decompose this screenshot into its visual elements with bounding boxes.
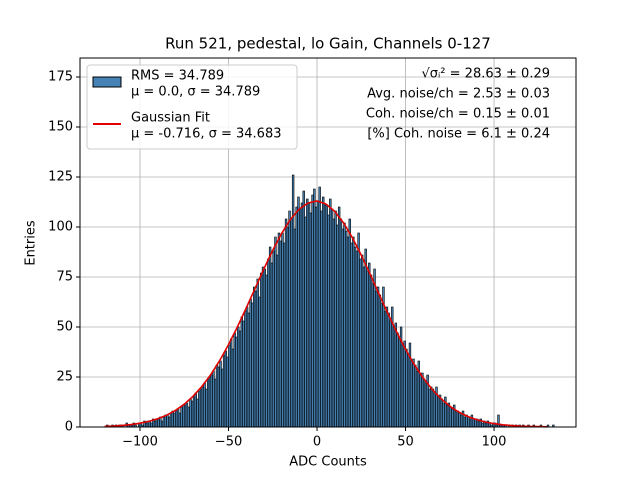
annotation: Coh. noise/ch = 0.15 ± 0.01 (366, 107, 550, 122)
legend-swatch (92, 76, 122, 88)
legend-box (86, 64, 298, 150)
chart-title: Run 521, pedestal, lo Gain, Channels 0-1… (165, 35, 491, 53)
x-tick-label: 100 (482, 435, 507, 450)
y-tick-label: 50 (56, 320, 73, 335)
annotation: [%] Coh. noise = 6.1 ± 0.24 (367, 127, 550, 142)
y-tick-label: 75 (56, 270, 73, 285)
x-axis-label: ADC Counts (289, 455, 367, 470)
legend-label: RMS = 34.789 (131, 69, 224, 84)
fit-line (104, 200, 548, 428)
x-tick-label: −100 (122, 435, 158, 450)
plot-frame (79, 57, 577, 428)
legend-label: Gaussian Fit (131, 111, 210, 126)
x-tick-label: −50 (215, 435, 242, 450)
y-tick-label: 100 (48, 220, 73, 235)
annotation: Avg. noise/ch = 2.53 ± 0.03 (367, 87, 550, 102)
y-tick-label: 25 (56, 370, 73, 385)
legend-params: μ = 0.0, σ = 34.789 (131, 85, 260, 100)
annotation: √σᵢ² = 28.63 ± 0.29 (421, 67, 550, 82)
y-tick-label: 0 (65, 420, 73, 435)
x-tick-label: 0 (313, 435, 321, 450)
y-tick-label: 175 (48, 70, 73, 85)
x-tick-label: 50 (397, 435, 414, 450)
legend-params: μ = -0.716, σ = 34.683 (131, 127, 281, 142)
y-tick-label: 125 (48, 170, 73, 185)
y-axis-label: Entries (24, 220, 39, 266)
y-tick-label: 150 (48, 120, 73, 135)
